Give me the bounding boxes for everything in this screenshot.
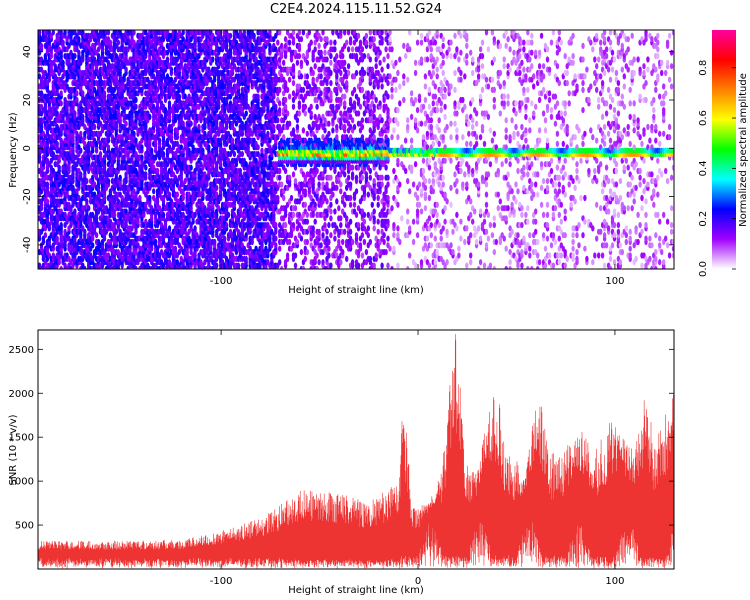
spectrogram-cell [134, 137, 138, 144]
spectrogram-cell [193, 225, 197, 232]
spectrogram-cell [57, 164, 61, 171]
spectrogram-cell [148, 194, 152, 202]
spectrogram-cell [201, 147, 205, 154]
spectrogram-cell [134, 103, 138, 110]
spectrogram-cell [189, 120, 193, 127]
spectrogram-cell [75, 90, 79, 97]
spectrogram-cell [197, 123, 201, 131]
spectrogram-cell [61, 59, 65, 66]
spectrogram-cell [108, 39, 113, 46]
spectrogram-cell [138, 194, 142, 202]
spectrogram-cell [124, 66, 128, 73]
spectrogram-cell [226, 211, 231, 218]
spectrogram-cell [167, 100, 172, 107]
spectrogram-cell [118, 174, 122, 181]
spectrogram-cell [228, 32, 233, 39]
spectrogram-cell [94, 232, 99, 239]
spectrogram-cell [211, 56, 215, 63]
spectrogram-cell [79, 130, 83, 137]
spectrogram-cell [155, 167, 160, 175]
spectrogram-cell [38, 30, 42, 36]
spectrogram-cell [59, 222, 63, 229]
spectrogram-cell [81, 90, 85, 97]
spectrogram-cell [55, 140, 59, 147]
spectrogram-cell [230, 137, 235, 144]
spectrogram-cell [252, 32, 256, 39]
spectrogram-cell [189, 164, 193, 171]
spectrogram-cell [116, 39, 121, 46]
spectrogram-cell [77, 36, 81, 43]
spectrogram-cell [63, 30, 67, 36]
spectrogram-cell [106, 178, 111, 185]
spectrogram-cell [150, 147, 154, 154]
figure-title: C2E4.2024.115.11.52.G24 [270, 2, 442, 17]
spectrogram-cell [91, 242, 95, 249]
spectrogram-cell [55, 235, 59, 242]
spectrogram-cell [167, 191, 172, 198]
spectrogram-cell [213, 238, 217, 246]
spectrogram-cell [73, 110, 77, 117]
spectrogram-cell [59, 90, 63, 97]
spectrogram-cell [73, 53, 77, 60]
spectrogram-cell [79, 147, 83, 154]
spectrogram-cell [134, 96, 138, 104]
spectrogram-cell [124, 120, 128, 127]
spectrogram-cell [232, 151, 237, 158]
spectrogram-cell [207, 144, 211, 151]
spectrogram-cell [59, 265, 63, 269]
spectrogram-cell [244, 255, 248, 262]
spectrogram-cell [73, 208, 77, 215]
spectrogram-cell [161, 151, 166, 158]
spectrogram-cell [61, 39, 65, 46]
spectrogram-cell [148, 113, 152, 120]
spectrogram-cell [152, 188, 156, 195]
spectrogram-cell [169, 66, 174, 73]
spectrogram-cell [92, 123, 97, 131]
spectrogram-cell [222, 235, 227, 242]
spectrogram-cell [45, 181, 50, 188]
spectrogram-cell [177, 93, 181, 100]
spectrogram-cell [102, 90, 107, 97]
spectrogram-cell [244, 110, 248, 117]
spectrogram-cell [87, 205, 91, 212]
spectrogram-cell [39, 42, 44, 50]
spectrogram-cell [240, 151, 244, 158]
spectrogram-cell [85, 178, 89, 185]
spectrogram-cell [161, 211, 166, 218]
spectrogram-cell [236, 262, 241, 269]
spectrogram-cell [140, 144, 144, 151]
spectrogram-cell [215, 184, 219, 191]
spectrogram-cell [154, 238, 158, 246]
spectrogram-cell [256, 93, 260, 100]
spectrogram-cell [85, 198, 89, 205]
spectrogram-cell [77, 49, 81, 56]
spectrogram-cell [75, 96, 79, 104]
spectrogram-cell [45, 198, 50, 205]
spectrogram-cells [38, 30, 674, 269]
spectrogram-cell [224, 222, 229, 229]
spectrogram-cell [83, 228, 87, 235]
spectrogram-cell [59, 100, 63, 107]
spectrogram-cell [238, 167, 242, 175]
spectrogram-cell [106, 144, 111, 151]
spectrogram-cell [215, 262, 219, 269]
spectrogram-cell [132, 130, 136, 137]
spectrogram-cell [43, 232, 48, 239]
spectrogram-cell [81, 113, 85, 120]
spectrogram-cell [181, 120, 185, 127]
spectrogram-cell [51, 30, 55, 36]
spectrogram-cell [165, 56, 170, 63]
spectrogram-cell [98, 151, 103, 158]
spectrogram-cell [144, 164, 148, 171]
spectrogram-cell [256, 144, 260, 151]
spectrogram-cell [173, 245, 178, 252]
spectrogram-cell [140, 154, 144, 161]
spectrogram-cell [79, 171, 83, 178]
spectrogram-cell [167, 225, 172, 232]
spectrogram-cell [175, 191, 179, 198]
spectrogram-cell [157, 137, 162, 144]
spectrogram-cell [144, 171, 148, 178]
